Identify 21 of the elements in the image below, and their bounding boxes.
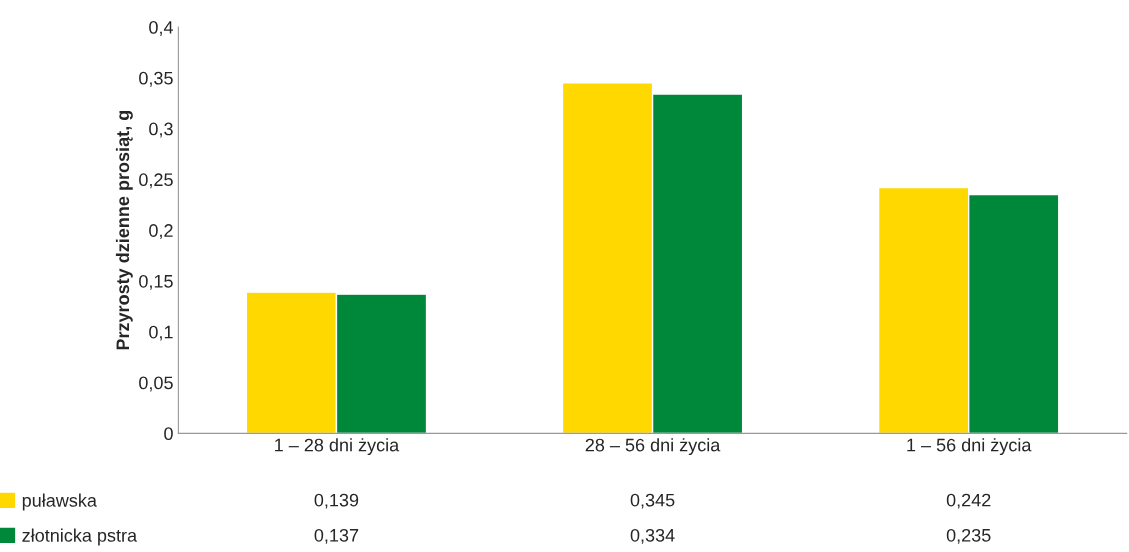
data-label: 0,242	[946, 493, 991, 509]
x-tick-label: 1 – 28 dni życia	[275, 438, 400, 456]
y-tick-label: 0,05	[139, 376, 173, 392]
data-label: 0,235	[946, 528, 991, 544]
y-tick-label: 0,4	[149, 20, 173, 36]
data-label: 0,334	[630, 528, 675, 544]
y-tick-label: 0,3	[149, 122, 173, 138]
y-tick-label: 0	[164, 427, 173, 441]
data-label: 0,137	[314, 528, 359, 544]
y-tick-label: 0,25	[139, 173, 173, 189]
legend-label: złotnicka pstra	[22, 528, 138, 546]
y-axis-title: Przyrosty dzienne prosiąt, g	[115, 110, 133, 350]
y-tick-label: 0,1	[149, 325, 173, 341]
y-tick-label: 0,2	[149, 224, 173, 240]
x-tick-label: 28 – 56 dni życia	[585, 438, 721, 456]
legend-label: puławska	[22, 493, 97, 511]
y-tick-label: 0,15	[139, 274, 173, 290]
data-label: 0,345	[630, 493, 675, 509]
data-label: 0,139	[314, 493, 359, 509]
y-tick-label: 0,35	[139, 71, 173, 87]
x-tick-label: 1 – 56 dni życia	[907, 438, 1032, 456]
